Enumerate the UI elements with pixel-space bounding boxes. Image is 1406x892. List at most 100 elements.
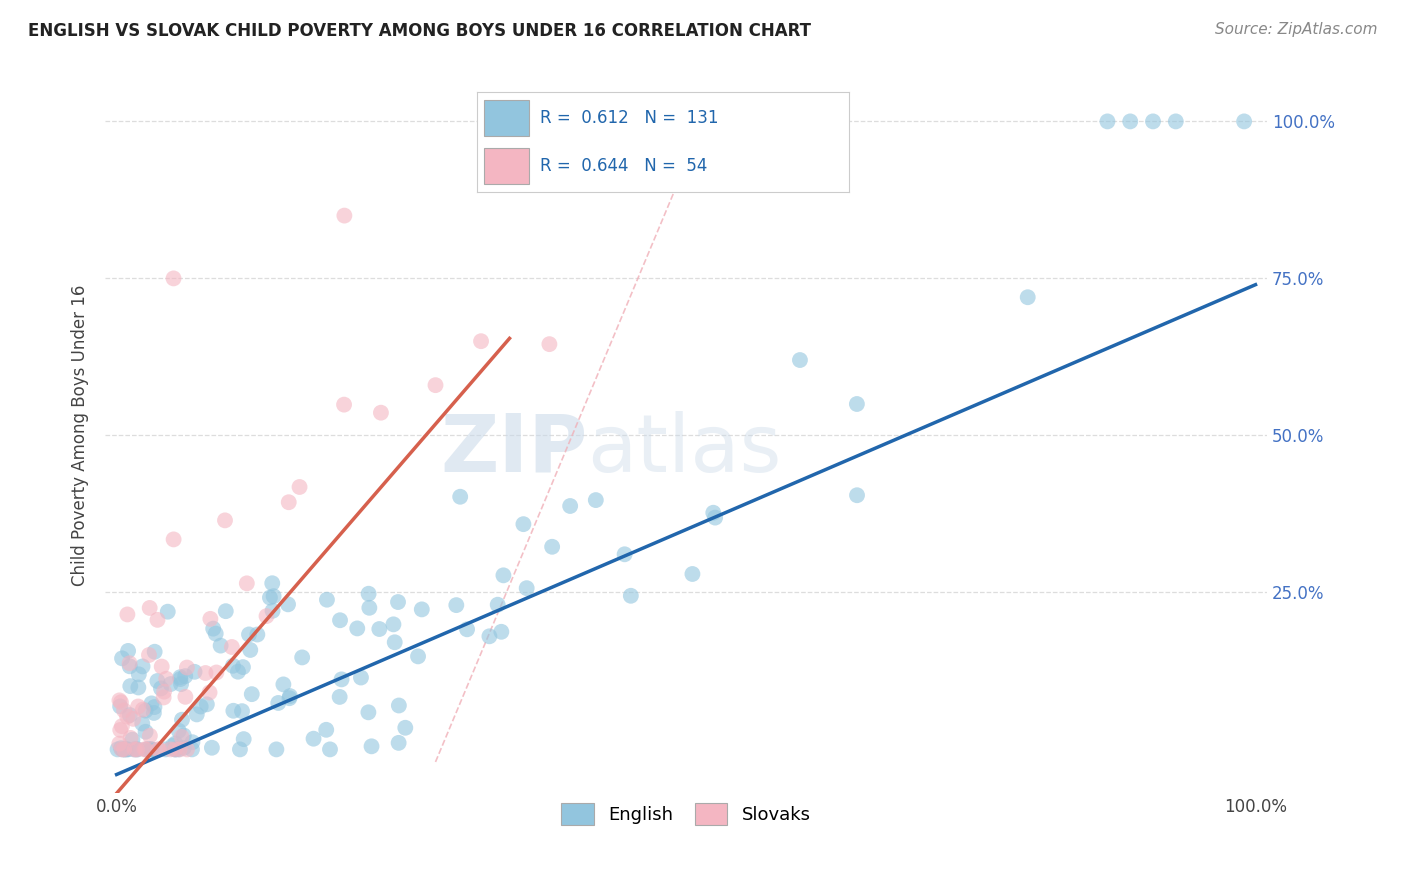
Point bbox=[135, 742, 157, 756]
Text: atlas: atlas bbox=[588, 410, 782, 489]
Text: Source: ZipAtlas.com: Source: ZipAtlas.com bbox=[1215, 22, 1378, 37]
Point bbox=[246, 627, 269, 641]
Point bbox=[127, 681, 149, 695]
Point bbox=[214, 513, 236, 527]
Point bbox=[135, 704, 157, 718]
Point bbox=[169, 742, 191, 756]
Point bbox=[346, 621, 368, 635]
Point bbox=[108, 699, 131, 714]
Point bbox=[125, 742, 148, 756]
Point bbox=[112, 703, 135, 717]
Point bbox=[117, 644, 139, 658]
Point bbox=[368, 622, 391, 636]
Point bbox=[198, 685, 221, 699]
Point bbox=[267, 696, 290, 710]
Point bbox=[167, 742, 190, 756]
Point bbox=[142, 706, 165, 720]
Point bbox=[329, 613, 352, 627]
Point bbox=[170, 713, 193, 727]
Point bbox=[846, 488, 869, 502]
Text: ZIP: ZIP bbox=[440, 410, 588, 489]
Point bbox=[205, 665, 228, 680]
Point bbox=[411, 602, 433, 616]
Point bbox=[1142, 114, 1164, 128]
Point bbox=[162, 533, 184, 547]
Point bbox=[360, 739, 382, 754]
Point bbox=[135, 742, 157, 756]
Point bbox=[222, 658, 245, 673]
Point bbox=[165, 737, 187, 751]
Point bbox=[259, 591, 281, 605]
Point bbox=[143, 700, 166, 714]
Point bbox=[141, 742, 163, 756]
Point bbox=[240, 687, 263, 701]
Point bbox=[394, 721, 416, 735]
Point bbox=[470, 334, 492, 349]
Point bbox=[789, 353, 811, 368]
Point bbox=[333, 398, 356, 412]
Point bbox=[384, 635, 406, 649]
Point bbox=[512, 517, 534, 532]
Point bbox=[613, 547, 636, 561]
Point bbox=[186, 707, 208, 722]
Point bbox=[291, 650, 314, 665]
Point bbox=[215, 604, 238, 618]
Point bbox=[132, 703, 155, 717]
Point bbox=[278, 689, 301, 703]
Point bbox=[277, 495, 299, 509]
Point bbox=[162, 271, 184, 285]
Point bbox=[288, 480, 311, 494]
Point bbox=[538, 337, 561, 351]
Point bbox=[110, 695, 132, 709]
Point bbox=[118, 657, 141, 671]
Point bbox=[236, 576, 259, 591]
Point bbox=[1233, 114, 1256, 128]
Point bbox=[139, 729, 162, 743]
Point bbox=[382, 617, 405, 632]
Point bbox=[620, 589, 643, 603]
Point bbox=[201, 740, 224, 755]
Point bbox=[195, 698, 218, 712]
Point bbox=[170, 677, 193, 691]
Point bbox=[141, 742, 163, 756]
Point bbox=[226, 665, 249, 679]
Point bbox=[491, 624, 513, 639]
Point bbox=[516, 581, 538, 595]
Point bbox=[138, 648, 160, 662]
Point bbox=[333, 209, 356, 223]
Point bbox=[138, 601, 160, 615]
Point bbox=[560, 499, 582, 513]
Point bbox=[704, 510, 727, 524]
Point bbox=[232, 732, 254, 747]
Point bbox=[121, 732, 143, 747]
Point bbox=[702, 506, 724, 520]
Point bbox=[181, 735, 204, 749]
Point bbox=[148, 742, 170, 756]
Point bbox=[256, 609, 278, 624]
Point bbox=[146, 673, 169, 688]
Point bbox=[165, 742, 187, 756]
Point bbox=[486, 598, 509, 612]
Point bbox=[122, 712, 145, 726]
Point bbox=[262, 604, 284, 618]
Point bbox=[156, 605, 179, 619]
Point bbox=[239, 643, 262, 657]
Point bbox=[138, 742, 160, 756]
Point bbox=[146, 742, 169, 756]
Point bbox=[425, 378, 447, 392]
Point bbox=[131, 659, 153, 673]
Point bbox=[350, 671, 373, 685]
Point bbox=[122, 742, 145, 756]
Point bbox=[149, 681, 172, 696]
Point bbox=[1119, 114, 1142, 128]
Point bbox=[111, 651, 134, 665]
Point bbox=[110, 741, 132, 756]
Point bbox=[266, 742, 288, 756]
Point bbox=[115, 709, 138, 723]
Point bbox=[387, 595, 409, 609]
Point bbox=[169, 672, 191, 686]
Point bbox=[330, 673, 353, 687]
Point bbox=[114, 742, 136, 756]
Point bbox=[155, 672, 177, 686]
Point bbox=[111, 742, 134, 756]
